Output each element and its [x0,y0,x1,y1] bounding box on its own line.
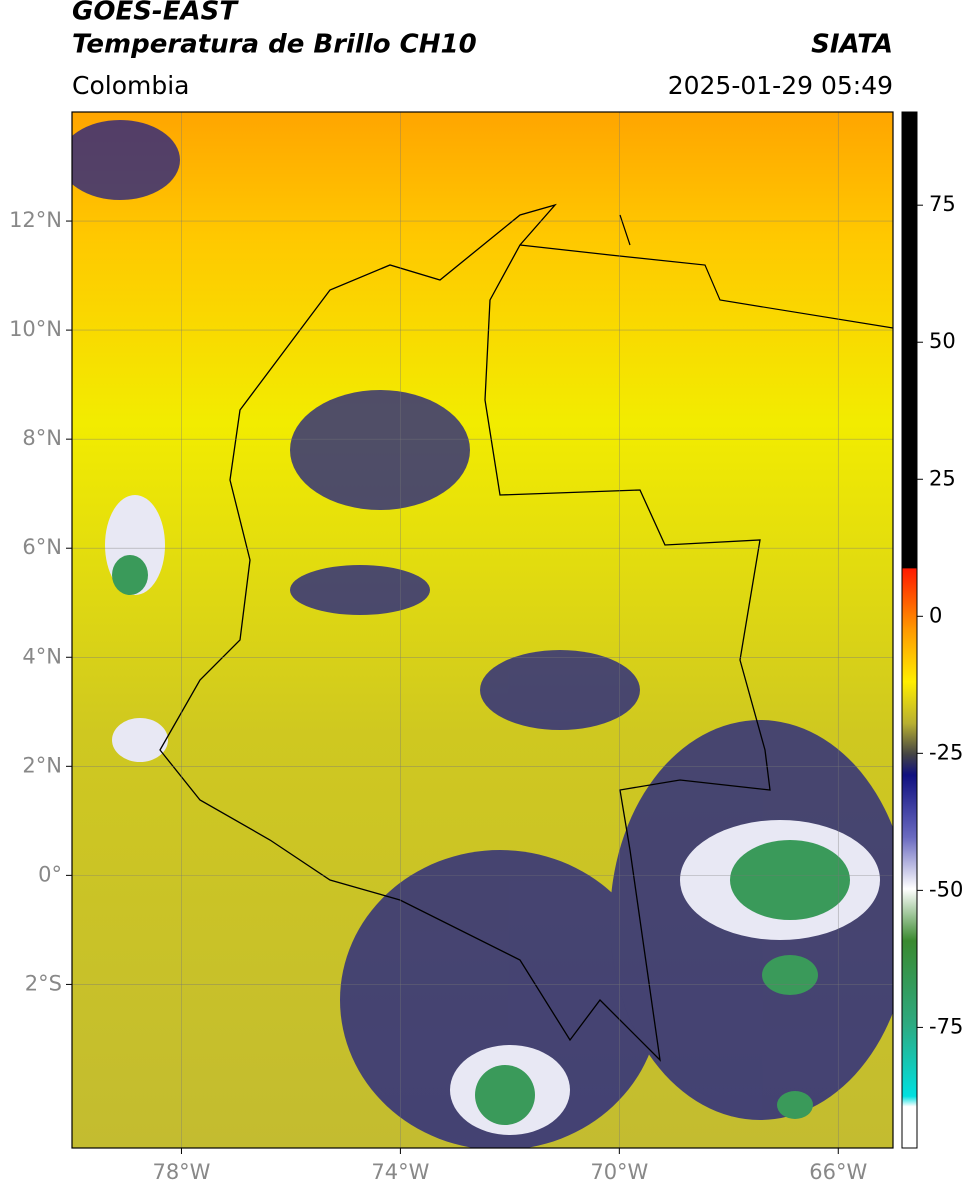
map-image [72,112,893,1148]
colorbar-label: -50 [929,877,963,901]
colorbar-label: 0 [929,603,942,627]
lon-tick-label: 70°W [590,1160,648,1184]
colorbar-label: -25 [929,740,963,764]
lat-tick-label: 12°N [9,208,62,232]
colorbar-label: 50 [929,329,956,353]
agency: SIATA [811,30,893,60]
colorbar-label: -75 [929,1014,963,1038]
lat-tick-label: 2°N [22,753,62,777]
lat-tick-label: 6°N [22,535,62,559]
lat-tick-label: 8°N [22,426,62,450]
title: GOES-EAST [72,0,239,27]
grid [72,112,893,1148]
lat-tick-label: 10°N [9,317,62,341]
lon-tick-label: 66°W [809,1160,867,1184]
subtitle: Temperatura de Brillo CH10 [72,30,477,60]
lat-tick-label: 4°N [22,644,62,668]
lon-tick-label: 74°W [371,1160,429,1184]
timestamp: 2025-01-29 05:49 [668,71,893,100]
lat-tick-label: 2°S [25,971,62,995]
lon-tick-label: 78°W [152,1160,210,1184]
region: Colombia [72,71,189,100]
colorbar [901,111,918,1149]
lat-tick-label: 0° [38,862,62,886]
colorbar-label: 75 [929,192,956,216]
map-frame [71,111,894,1149]
colorbar-label: 25 [929,466,956,490]
